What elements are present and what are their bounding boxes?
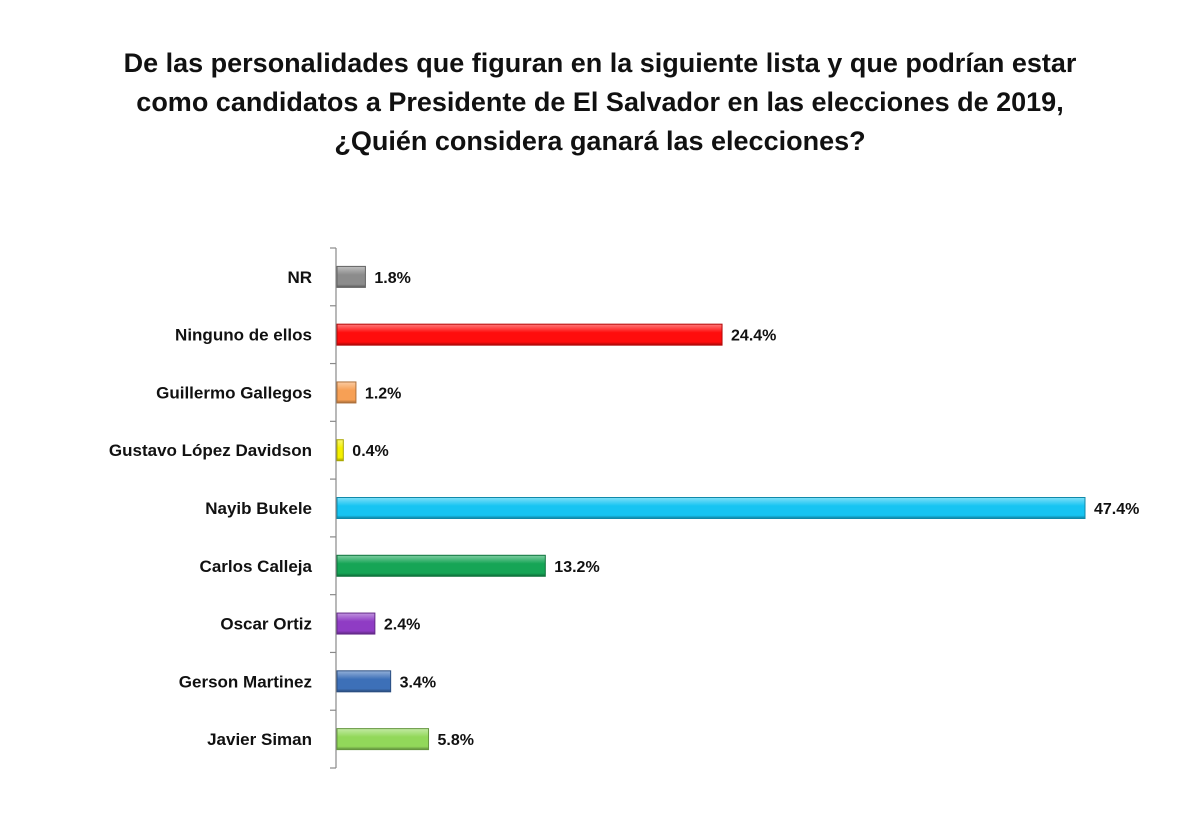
category-label: Gustavo López Davidson xyxy=(109,441,312,460)
category-label: Gerson Martinez xyxy=(179,672,312,691)
data-label: 47.4% xyxy=(1094,501,1139,518)
category-label: Oscar Ortiz xyxy=(220,615,312,634)
title-line-1: De las personalidades que figuran en la … xyxy=(123,48,1077,78)
bar-8 xyxy=(336,728,430,751)
category-label: Nayib Bukele xyxy=(205,499,312,518)
title-line-3: ¿Quién considera ganará las elecciones? xyxy=(334,126,866,156)
data-label: 1.8% xyxy=(374,270,410,287)
bar-4 xyxy=(336,497,1086,519)
data-label: 13.2% xyxy=(554,559,599,576)
bar-2 xyxy=(336,381,357,404)
category-label: Carlos Calleja xyxy=(200,557,313,576)
bar-6 xyxy=(336,612,376,635)
bar-1 xyxy=(336,323,723,346)
category-label: Ninguno de ellos xyxy=(175,326,312,345)
category-label: NR xyxy=(287,268,312,287)
category-label: Guillermo Gallegos xyxy=(156,383,312,402)
data-label: 2.4% xyxy=(384,617,420,634)
bar-5 xyxy=(336,554,546,577)
bar-3 xyxy=(336,439,344,462)
bar-7 xyxy=(336,670,392,693)
data-label: 1.2% xyxy=(365,385,401,402)
data-label: 5.8% xyxy=(438,732,474,749)
data-label: 0.4% xyxy=(352,443,388,460)
bar-0 xyxy=(336,265,366,288)
chart-title: De las personalidades que figuran en la … xyxy=(40,44,1160,161)
category-label: Javier Siman xyxy=(207,730,312,749)
data-label: 24.4% xyxy=(731,328,776,345)
title-line-2: como candidatos a Presidente de El Salva… xyxy=(136,87,1064,117)
data-label: 3.4% xyxy=(400,674,436,691)
